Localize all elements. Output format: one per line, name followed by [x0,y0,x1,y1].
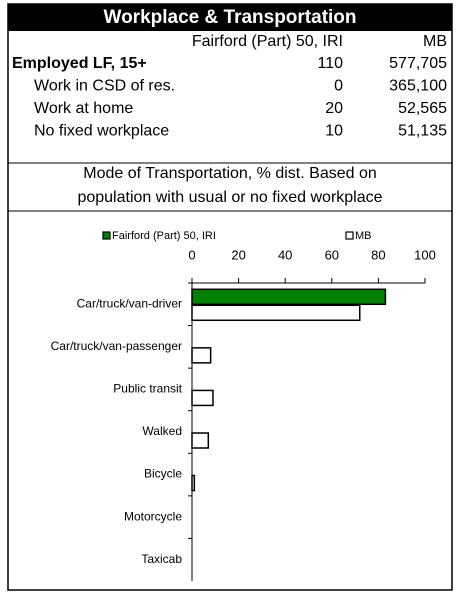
table-header: Fairford (Part) 50, IRI [192,33,343,50]
cell: 10 [325,123,343,140]
row-label: No fixed workplace [34,123,169,140]
title: Workplace & Transportation [103,7,356,28]
y-tick-label: Taxicab [141,552,182,566]
x-tick-label: 0 [188,247,195,262]
legend-label: Fairford (Part) 50, IRI [112,230,216,242]
bar [191,304,361,322]
chart-title: population with usual or no fixed workpl… [77,189,382,206]
x-tick-label: 100 [414,247,436,262]
bar [191,389,214,407]
legend-swatch [345,231,354,240]
cell: 52,565 [398,100,447,117]
cell: 0 [334,78,343,95]
bar [191,474,196,492]
legend-label: MB [355,230,372,242]
y-tick-label: Motorcycle [124,509,182,523]
cell: 20 [325,100,343,117]
title-bar [8,4,452,31]
x-tick-label: 20 [231,247,245,262]
x-tick-label: 80 [371,247,385,262]
bar [191,288,387,306]
x-tick-label: 60 [325,247,339,262]
row-label: Work at home [34,100,133,117]
table-header: MB [423,33,447,50]
cell: 577,705 [389,55,447,72]
y-tick-label: Walked [142,424,182,438]
chart: Fairford (Part) 50, IRI MB 0 20 40 60 80 100 Car… [51,230,436,581]
bar [191,347,212,364]
legend-swatch [102,231,111,240]
bar [191,432,210,449]
cell: 51,135 [398,123,447,140]
row-label: Work in CSD of res. [34,78,175,95]
cell: 365,100 [389,78,447,95]
y-tick-label: Public transit [113,382,182,396]
x-tick-label: 40 [278,247,292,262]
row-label: Employed LF, 15+ [12,55,147,72]
y-tick-label: Car/truck/van-passenger [51,339,182,353]
table: Employed LF, 15+ 110 577,705 Work in CSD of… [12,55,447,140]
chart-title: Mode of Transportation, % dist. Based on [83,165,377,182]
cell: 110 [317,55,343,72]
y-tick-label: Car/truck/van-driver [77,296,182,310]
y-tick-label: Bicycle [144,467,182,481]
